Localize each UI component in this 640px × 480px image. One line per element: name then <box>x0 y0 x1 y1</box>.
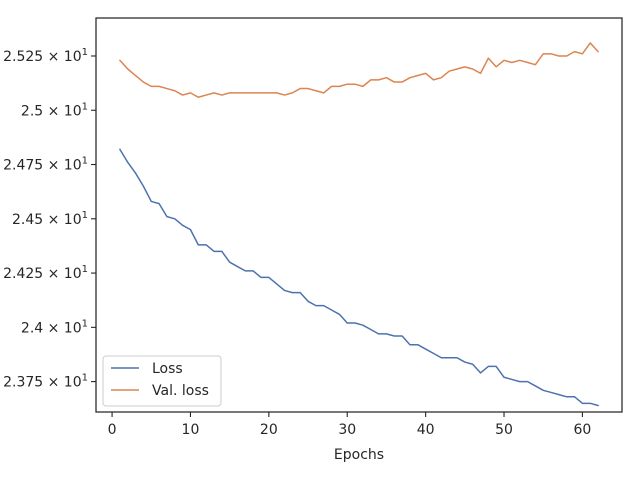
y-tick-label: 2.5 × 101 <box>21 101 88 119</box>
x-tick-label: 40 <box>417 422 435 438</box>
x-axis: 0 10 20 30 40 50 60 <box>108 412 591 438</box>
x-tick-label: 60 <box>573 422 591 438</box>
plot-frame <box>95 17 623 413</box>
x-tick-label: 0 <box>108 422 117 438</box>
x-tick-label: 20 <box>260 422 278 438</box>
x-tick-label: 30 <box>338 422 356 438</box>
x-tick-label: 10 <box>182 422 200 438</box>
x-axis-label: Epochs <box>334 447 384 463</box>
series-line-loss <box>119 148 599 407</box>
y-axis: 2.375 × 101 2.4 × 101 2.425 × 101 2.45 × 10… <box>3 47 96 391</box>
series-line-val-loss <box>119 42 599 98</box>
x-tick-label: 50 <box>495 422 513 438</box>
series-layer <box>119 42 599 407</box>
y-tick-label: 2.525 × 101 <box>3 47 88 65</box>
legend-label-loss: Loss <box>152 361 183 377</box>
legend-label-val-loss: Val. loss <box>152 383 209 399</box>
legend: Loss Val. loss <box>102 355 222 407</box>
y-tick-label: 2.425 × 101 <box>3 264 88 282</box>
plot-area <box>96 18 622 412</box>
y-tick-label: 2.45 × 101 <box>12 210 88 228</box>
y-tick-label: 2.375 × 101 <box>3 373 88 391</box>
y-tick-label: 2.475 × 101 <box>3 156 88 174</box>
y-tick-label: 2.4 × 101 <box>21 318 88 336</box>
